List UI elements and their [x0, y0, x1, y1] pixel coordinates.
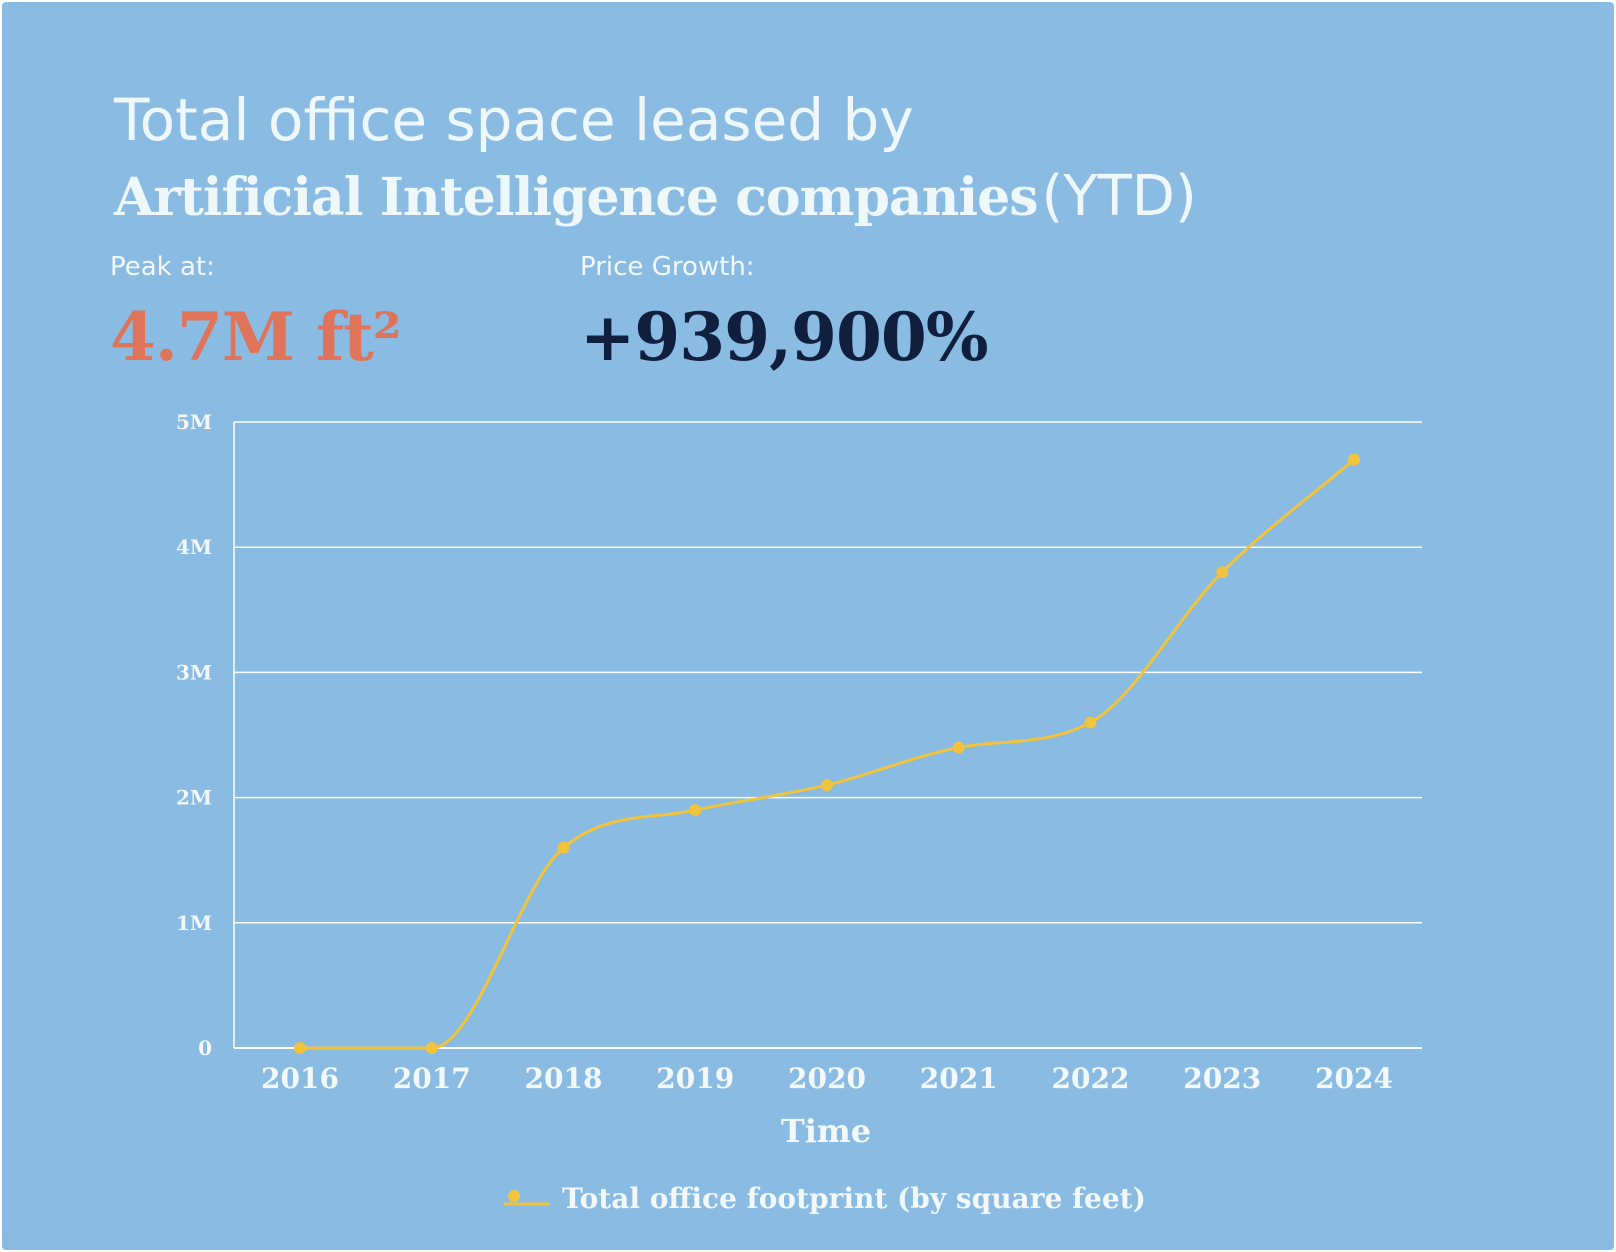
- data-point: [689, 804, 702, 817]
- data-point: [425, 1042, 438, 1054]
- title-line1: Total office space leased by: [114, 86, 914, 154]
- y-tick-label: 0: [198, 1036, 212, 1060]
- y-tick-label: 3M: [176, 660, 212, 684]
- data-point: [952, 741, 965, 754]
- x-tick-label: 2023: [1183, 1062, 1261, 1095]
- peak-value: 4.7M ft²: [110, 298, 402, 376]
- legend: Total office footprint (by square feet): [502, 1182, 1146, 1215]
- y-tick-label: 2M: [176, 786, 212, 810]
- grid-lines: [233, 421, 1422, 1049]
- data-point: [294, 1042, 306, 1054]
- data-point: [1348, 453, 1360, 466]
- growth-value: +939,900%: [580, 298, 989, 376]
- x-tick-label: 2018: [525, 1062, 603, 1095]
- y-tick-labels: 0 1M 2M 3M 4M 5M: [176, 410, 212, 1060]
- title-suffix: (YTD): [1041, 164, 1197, 229]
- x-tick-labels: 2016 2017 2018 2019 2020 2021 2022 2023 2024: [261, 1062, 1393, 1095]
- data-point: [821, 779, 833, 792]
- x-tick-label: 2017: [393, 1062, 471, 1095]
- title-line2: Artificial Intelligence companies (YTD): [114, 164, 1197, 229]
- data-point: [1216, 566, 1229, 579]
- x-tick-label: 2016: [261, 1062, 339, 1095]
- y-tick-label: 5M: [176, 410, 212, 434]
- data-points: [294, 453, 1360, 1054]
- peak-label: Peak at:: [110, 252, 215, 282]
- x-tick-label: 2020: [788, 1062, 866, 1095]
- x-tick-label: 2024: [1315, 1062, 1393, 1095]
- x-axis-title: Time: [781, 1112, 871, 1150]
- x-tick-label: 2021: [920, 1062, 998, 1095]
- y-tick-label: 4M: [176, 535, 212, 559]
- x-tick-label: 2022: [1052, 1062, 1130, 1095]
- legend-line-icon: [504, 1189, 550, 1205]
- growth-label: Price Growth:: [580, 252, 755, 282]
- y-tick-label: 1M: [176, 911, 212, 935]
- data-point: [557, 841, 570, 854]
- x-tick-label: 2019: [656, 1062, 734, 1095]
- title-bold: Artificial Intelligence companies: [114, 167, 1039, 228]
- data-point: [1084, 716, 1097, 729]
- legend-label: Total office footprint (by square feet): [562, 1182, 1146, 1215]
